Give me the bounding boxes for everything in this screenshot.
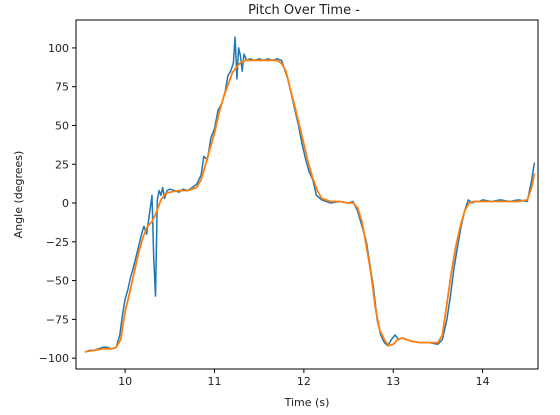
x-tick-label: 14 bbox=[476, 375, 490, 388]
y-tick-label: −100 bbox=[39, 352, 69, 365]
y-tick-label: −50 bbox=[46, 275, 69, 288]
x-tick-label: 13 bbox=[386, 375, 400, 388]
axes-layer: 10 11 12 13 14 −100 −75 −50 −25 0 25 50 75 100 bbox=[39, 42, 490, 388]
y-tick-label: 25 bbox=[55, 158, 69, 171]
y-tick-label: 50 bbox=[55, 119, 69, 132]
y-tick-label: 0 bbox=[62, 197, 69, 210]
y-tick-label: −75 bbox=[46, 313, 69, 326]
plot-area-frame bbox=[75, 19, 539, 370]
y-tick-label: 100 bbox=[48, 42, 69, 55]
y-axis-label: Angle (degrees) bbox=[12, 151, 25, 239]
x-tick-label: 12 bbox=[297, 375, 311, 388]
y-tick-label: −25 bbox=[46, 236, 69, 249]
x-axis-label: Time (s) bbox=[284, 396, 330, 409]
x-tick-label: 10 bbox=[118, 375, 132, 388]
x-tick-label: 11 bbox=[208, 375, 222, 388]
series-line-2 bbox=[84, 59, 536, 353]
series-layer bbox=[84, 36, 536, 353]
y-tick-label: 75 bbox=[55, 81, 69, 94]
chart-title: Pitch Over Time - bbox=[248, 3, 360, 18]
series-line-1 bbox=[84, 36, 536, 353]
